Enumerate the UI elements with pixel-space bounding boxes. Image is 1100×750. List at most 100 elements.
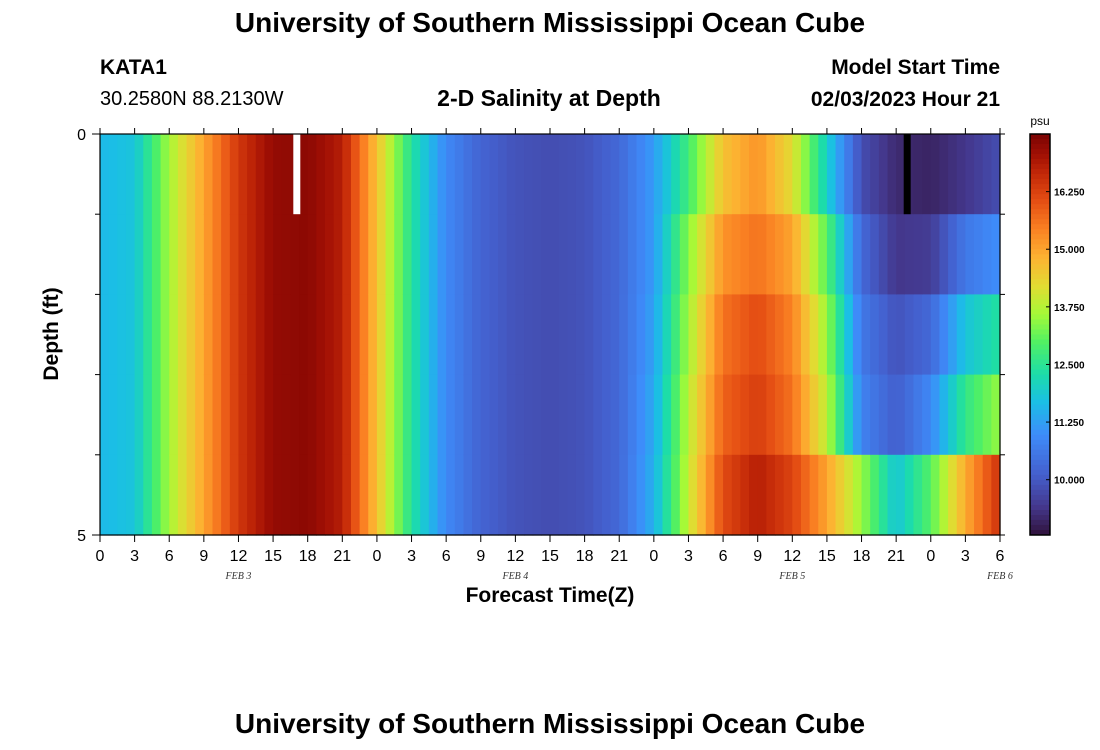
heatmap-cell (100, 134, 110, 215)
heatmap-cell (333, 374, 343, 456)
heatmap-cell (913, 374, 923, 456)
heatmap-cell (437, 214, 447, 295)
heatmap-cell (861, 214, 871, 295)
heatmap-cell (134, 374, 144, 456)
heatmap-cell (420, 294, 430, 376)
heatmap-cell (688, 374, 698, 456)
heatmap-cell (186, 454, 196, 536)
heatmap-cell (636, 214, 646, 295)
heatmap-cell (956, 214, 966, 295)
heatmap-cell (290, 454, 300, 536)
heatmap-cell (697, 134, 707, 215)
heatmap-cell (376, 374, 387, 456)
colorbar-tick-label: 13.750 (1054, 303, 1085, 314)
heatmap-cell (108, 134, 118, 215)
heatmap-cell (350, 374, 361, 456)
colorbar-segment (1030, 334, 1050, 341)
heatmap-cell (307, 454, 317, 536)
heatmap-cell (610, 214, 620, 295)
heatmap-cell (965, 374, 975, 456)
heatmap-cell (160, 454, 170, 536)
heatmap-cell (506, 454, 516, 536)
x-tick-label: 0 (649, 548, 658, 565)
model-start-value: 02/03/2023 Hour 21 (810, 88, 1000, 111)
heatmap-cell (238, 214, 248, 295)
heatmap-cell (359, 214, 369, 295)
heatmap-cell (896, 454, 906, 536)
heatmap-cell (151, 134, 162, 215)
heatmap-cell (800, 454, 811, 536)
heatmap-cell (757, 214, 767, 295)
heatmap-cell (290, 214, 300, 295)
heatmap-cell (688, 294, 698, 376)
heatmap-cell (653, 454, 664, 536)
heatmap-cell (368, 214, 378, 295)
colorbar-segment (1030, 209, 1050, 215)
heatmap-cell (939, 454, 949, 536)
heatmap-cell (307, 374, 317, 456)
heatmap-cell (783, 134, 793, 215)
heatmap-cell (948, 294, 958, 376)
heatmap-cell (342, 374, 352, 456)
heatmap-cell (186, 214, 196, 295)
heatmap-cell (316, 454, 326, 536)
heatmap-cell (480, 134, 491, 215)
heatmap-cell (844, 214, 854, 295)
heatmap-cell (835, 294, 845, 376)
heatmap-cell (991, 374, 1001, 456)
heatmap-cell (359, 374, 369, 456)
heatmap-cell (653, 374, 664, 456)
colorbar-segment (1030, 289, 1050, 295)
colorbar-segment (1030, 189, 1050, 195)
heatmap-cell (948, 134, 958, 215)
heatmap-cell (428, 454, 439, 536)
heatmap-cell (671, 134, 681, 215)
colorbar-segment (1030, 369, 1050, 376)
x-tick-label: 12 (230, 548, 248, 565)
heatmap-cell (913, 454, 923, 536)
colorbar-segment (1030, 134, 1050, 140)
heatmap-cell (325, 214, 335, 295)
heatmap-cell (714, 294, 724, 376)
heatmap-cell (160, 214, 170, 295)
heatmap-cell (160, 134, 170, 215)
heatmap-cell (965, 454, 975, 536)
heatmap-cell (402, 134, 413, 215)
heatmap-cell (653, 294, 664, 376)
heatmap-cell (402, 294, 413, 376)
heatmap-cell (472, 454, 482, 536)
colorbar: 16.250 15.000 13.750 12.500 11.250 10.000 psu (1029, 114, 1085, 536)
x-axis-label: Forecast Time(Z) (465, 584, 635, 607)
heatmap-cell (723, 214, 733, 295)
colorbar-segment (1030, 259, 1050, 265)
colorbar-segment (1030, 389, 1050, 396)
colorbar-segment (1030, 324, 1050, 330)
colorbar-segment (1030, 399, 1050, 406)
heatmap-cell (887, 134, 897, 215)
heatmap-cell (922, 214, 932, 295)
heatmap-cell (939, 214, 949, 295)
colorbar-segment (1030, 354, 1050, 361)
colorbar-segment (1030, 374, 1050, 381)
heatmap-cell (636, 294, 646, 376)
heatmap-cell (861, 134, 871, 215)
heatmap-cell (610, 294, 620, 376)
heatmap-cell (679, 134, 690, 215)
colorbar-segment (1030, 269, 1050, 275)
heatmap-cell (333, 454, 343, 536)
heatmap-cell (394, 374, 404, 456)
heatmap-cell (342, 294, 352, 376)
heatmap-cell (939, 294, 949, 376)
page-title: University of Southern Mississippi Ocean… (234, 7, 866, 38)
heatmap-cell (506, 134, 516, 215)
heatmap-cell (645, 214, 655, 295)
heatmap-cell (757, 134, 767, 215)
heatmap-cell (238, 454, 248, 536)
heatmap-cell (151, 294, 162, 376)
colorbar-border (1029, 133, 1051, 536)
heatmap-cell (679, 374, 690, 456)
heatmap-cell (100, 294, 110, 376)
heatmap-cell (307, 294, 317, 376)
heatmap-cell (177, 374, 188, 456)
colorbar-segment (1030, 314, 1050, 320)
